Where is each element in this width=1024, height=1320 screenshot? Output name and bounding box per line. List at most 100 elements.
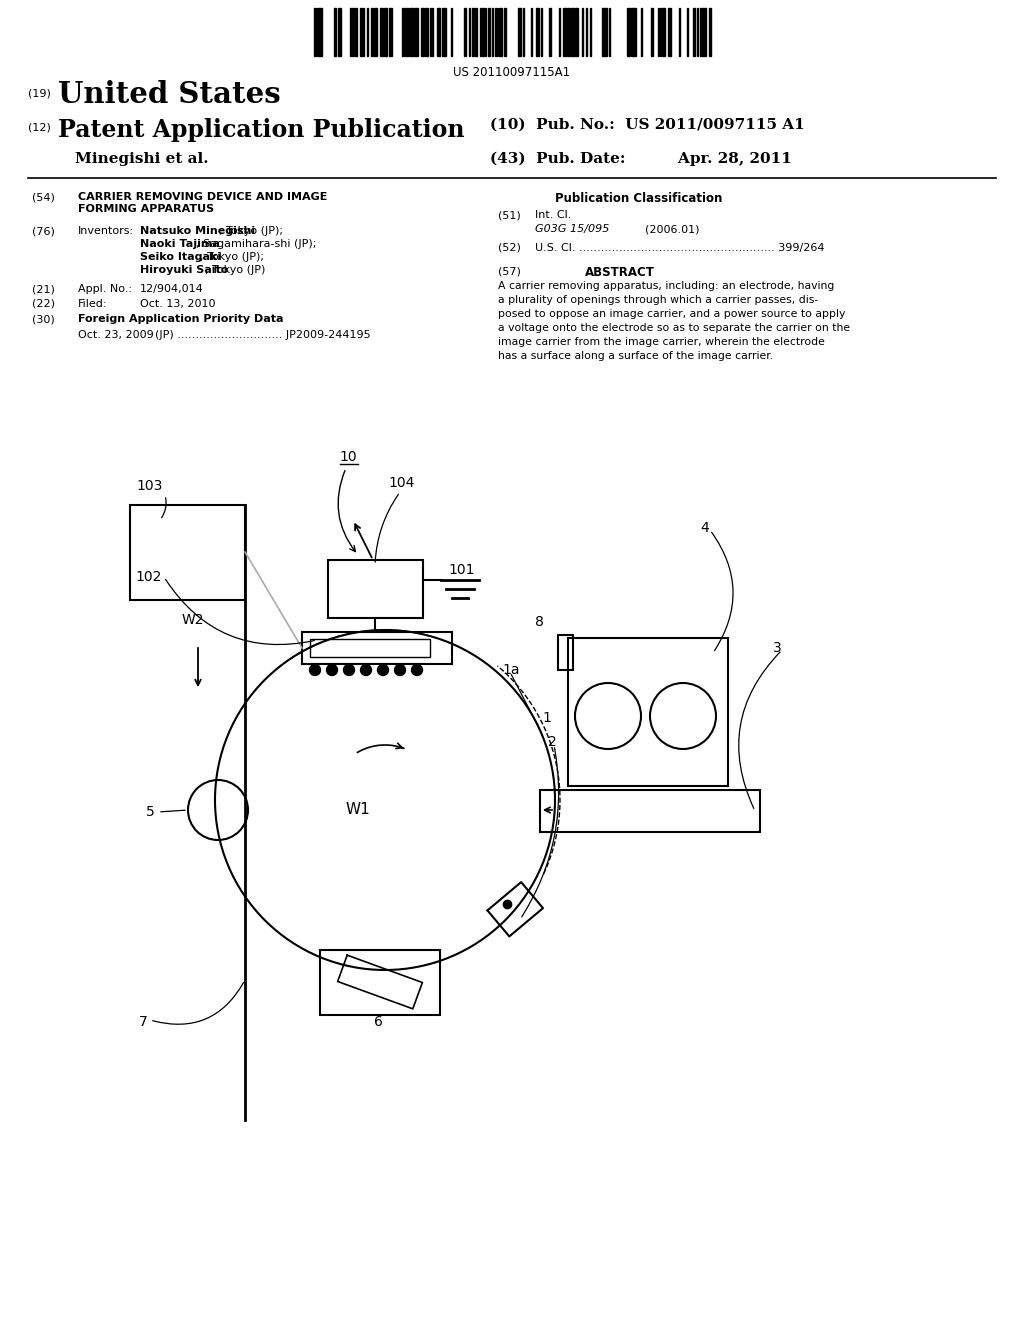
Bar [499, 8, 502, 55]
Text: Patent Application Publication: Patent Application Publication [58, 117, 465, 143]
Bar [437, 8, 440, 55]
Text: (30): (30) [32, 314, 54, 323]
Circle shape [327, 664, 338, 676]
Text: 6: 6 [374, 1015, 382, 1030]
Text: 12/904,014: 12/904,014 [140, 284, 204, 294]
Text: 3: 3 [773, 642, 781, 655]
Text: (12): (12) [28, 123, 51, 133]
Bar [302, 632, 452, 664]
Bar [571, 8, 574, 55]
Text: Seiko Itagaki: Seiko Itagaki [140, 252, 221, 261]
Bar [518, 8, 521, 55]
Text: 1: 1 [542, 711, 551, 725]
Bar [389, 8, 392, 55]
Text: (10)  Pub. No.:  US 2011/0097115 A1: (10) Pub. No.: US 2011/0097115 A1 [490, 117, 805, 132]
Bar [310, 639, 430, 657]
Text: W1: W1 [345, 803, 370, 817]
Text: 10: 10 [339, 450, 356, 465]
Bar [540, 789, 760, 832]
Bar [374, 8, 377, 55]
Bar [558, 635, 573, 671]
Circle shape [412, 664, 423, 676]
Bar [563, 8, 566, 55]
Bar [709, 8, 711, 55]
Bar [693, 8, 695, 55]
Text: (52): (52) [498, 243, 521, 253]
Bar [328, 560, 423, 618]
Circle shape [394, 664, 406, 676]
Bar [352, 8, 354, 55]
Text: (76): (76) [32, 226, 55, 236]
Text: Minegishi et al.: Minegishi et al. [75, 152, 209, 166]
Text: , Sagamihara-shi (JP);: , Sagamihara-shi (JP); [196, 239, 316, 249]
Circle shape [378, 664, 388, 676]
Bar [319, 950, 440, 1015]
Text: Appl. No.:: Appl. No.: [78, 284, 132, 294]
Text: , Tokyo (JP): , Tokyo (JP) [205, 265, 265, 275]
Text: 1a: 1a [502, 663, 519, 677]
Text: FORMING APPARATUS: FORMING APPARATUS [78, 205, 214, 214]
Bar [130, 506, 245, 601]
Bar [575, 8, 578, 55]
Text: Foreign Application Priority Data: Foreign Application Priority Data [78, 314, 284, 323]
Bar [651, 8, 653, 55]
Text: (19): (19) [28, 88, 51, 98]
Bar [662, 8, 665, 55]
Bar [536, 8, 539, 55]
Text: , Tokyo (JP);: , Tokyo (JP); [201, 252, 264, 261]
Text: Publication Classification: Publication Classification [555, 191, 722, 205]
Bar [504, 8, 506, 55]
Circle shape [360, 664, 372, 676]
Bar [464, 8, 466, 55]
Text: (43)  Pub. Date:          Apr. 28, 2011: (43) Pub. Date: Apr. 28, 2011 [490, 152, 792, 166]
Text: 102: 102 [135, 570, 162, 583]
Text: G03G 15/095: G03G 15/095 [535, 224, 609, 234]
Text: , Tokyo (JP);: , Tokyo (JP); [219, 226, 283, 236]
Text: Inventors:: Inventors: [78, 226, 134, 236]
Text: 103: 103 [136, 479, 163, 492]
Bar [384, 8, 387, 55]
Text: 104: 104 [388, 477, 415, 490]
Bar [475, 8, 477, 55]
Text: 7: 7 [139, 1015, 148, 1030]
Text: (54): (54) [32, 191, 55, 202]
Text: 8: 8 [536, 615, 544, 630]
Text: Oct. 13, 2010: Oct. 13, 2010 [140, 300, 215, 309]
Bar [482, 8, 484, 55]
Bar [549, 8, 551, 55]
Bar [425, 8, 428, 55]
Text: (22): (22) [32, 300, 55, 309]
Bar [414, 8, 418, 55]
Text: (2006.01): (2006.01) [645, 224, 699, 234]
Bar [355, 8, 357, 55]
Bar [380, 8, 383, 55]
Text: 5: 5 [146, 805, 155, 818]
Text: Natsuko Minegishi: Natsuko Minegishi [140, 226, 255, 236]
Circle shape [343, 664, 354, 676]
Text: Hiroyuki Saito: Hiroyuki Saito [140, 265, 228, 275]
Bar [317, 8, 322, 55]
Bar [602, 8, 607, 55]
Bar [567, 8, 570, 55]
Text: (51): (51) [498, 210, 521, 220]
Text: Naoki Tajima: Naoki Tajima [140, 239, 220, 249]
Text: ABSTRACT: ABSTRACT [585, 267, 655, 279]
Bar [402, 8, 404, 55]
Text: (57): (57) [498, 267, 521, 276]
Text: 101: 101 [449, 564, 474, 577]
Text: Filed:: Filed: [78, 300, 108, 309]
Bar [410, 8, 413, 55]
Bar [314, 8, 316, 55]
Bar [334, 8, 336, 55]
Bar [406, 8, 407, 55]
Bar [488, 8, 490, 55]
Bar [421, 8, 424, 55]
Bar [360, 8, 362, 55]
Bar [702, 8, 706, 55]
Text: (21): (21) [32, 284, 55, 294]
Bar [442, 8, 446, 55]
Text: U.S. Cl. ...................................................... 399/264: U.S. Cl. ...............................… [535, 243, 824, 253]
Text: Int. Cl.: Int. Cl. [535, 210, 571, 220]
Bar [472, 8, 474, 55]
Bar [371, 8, 373, 55]
